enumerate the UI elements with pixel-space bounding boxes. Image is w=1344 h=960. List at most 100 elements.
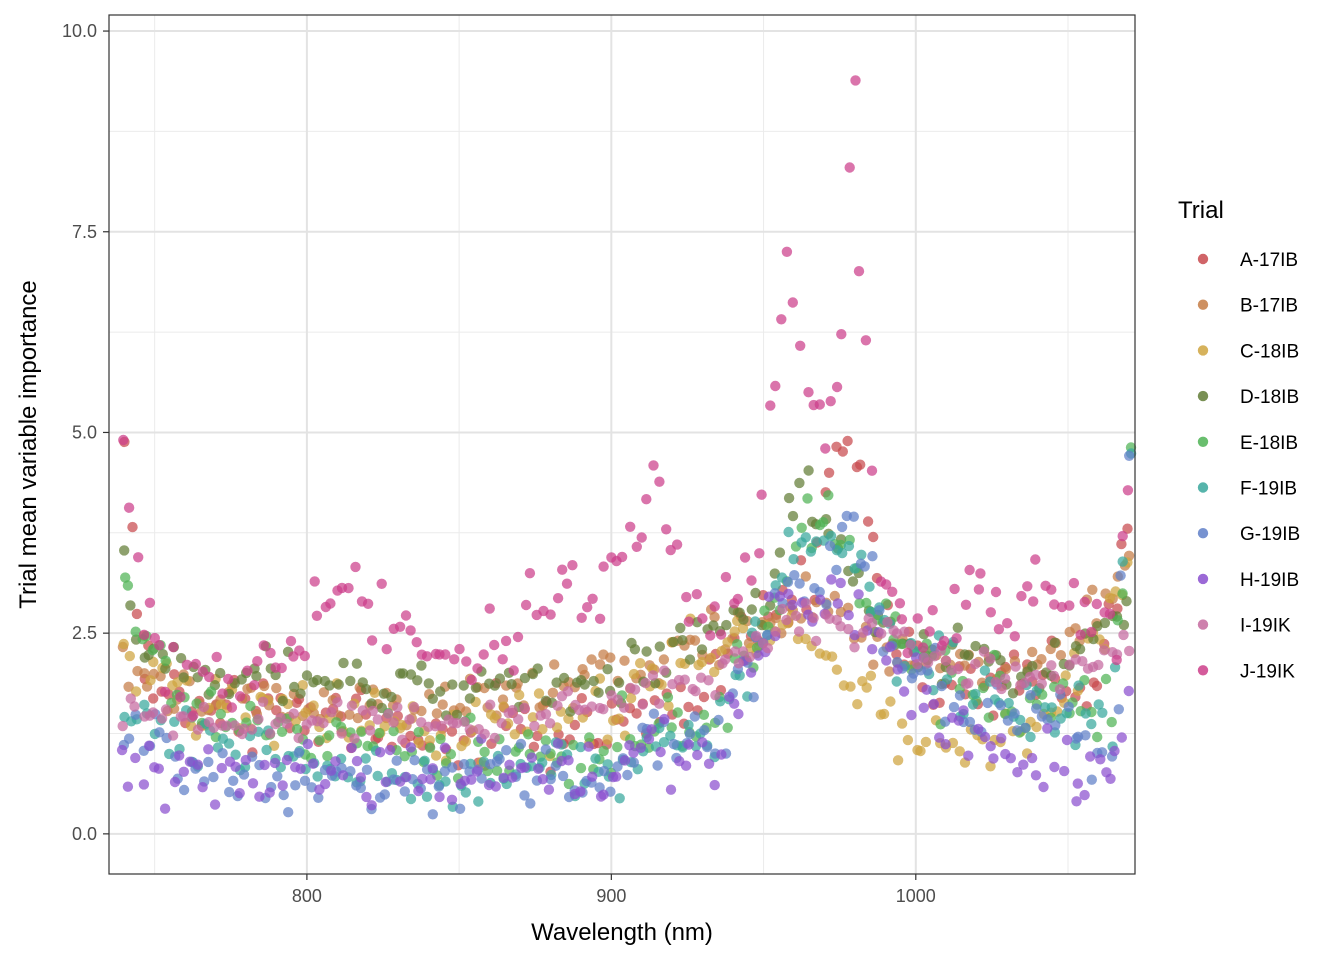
data-point <box>357 705 368 716</box>
data-point <box>770 580 781 591</box>
data-point <box>498 772 509 783</box>
data-point <box>733 708 744 720</box>
data-point <box>1093 699 1104 710</box>
data-point <box>125 600 136 611</box>
legend-item-C-18IB: C-18IB <box>1197 341 1299 362</box>
data-point <box>159 686 171 697</box>
data-point <box>954 746 965 757</box>
data-point <box>647 670 659 681</box>
data-point <box>927 605 938 616</box>
data-point <box>230 761 241 772</box>
data-point <box>787 599 798 611</box>
data-point <box>794 477 805 489</box>
data-point <box>668 738 679 750</box>
data-point <box>485 699 496 710</box>
data-point <box>423 678 434 689</box>
data-point <box>1111 654 1122 666</box>
data-point <box>605 652 616 663</box>
data-point <box>967 699 979 710</box>
data-point <box>868 531 879 543</box>
data-point <box>1018 759 1029 770</box>
data-point <box>326 765 337 776</box>
data-point <box>478 649 489 660</box>
data-point <box>439 742 451 753</box>
data-point <box>732 593 743 605</box>
data-point <box>168 641 179 653</box>
data-point <box>1049 761 1060 773</box>
data-point <box>408 701 420 713</box>
data-point <box>563 755 574 766</box>
data-point <box>1042 723 1053 734</box>
series-I-19IK <box>117 598 1135 745</box>
legend-marker <box>1197 619 1209 630</box>
data-point <box>865 670 877 681</box>
data-point <box>479 746 490 758</box>
data-point <box>691 589 702 600</box>
data-point <box>1123 685 1135 697</box>
y-tick-label: 2.5 <box>72 623 97 643</box>
data-point <box>859 561 870 572</box>
data-point <box>1038 781 1049 793</box>
data-point <box>545 609 556 620</box>
data-point <box>637 699 648 710</box>
data-point <box>978 646 990 657</box>
data-point <box>951 633 962 644</box>
data-point <box>625 521 636 532</box>
data-point <box>628 747 639 758</box>
data-point <box>652 760 663 771</box>
data-point <box>922 665 933 676</box>
data-point <box>1050 720 1061 731</box>
data-point <box>810 635 822 647</box>
y-tick-label: 10.0 <box>62 21 97 41</box>
data-point <box>844 162 855 173</box>
data-point <box>631 708 642 719</box>
data-point <box>397 668 409 679</box>
data-point <box>884 666 895 677</box>
data-point <box>234 691 246 702</box>
data-point <box>843 610 854 621</box>
data-point <box>122 580 134 591</box>
data-point <box>118 638 129 650</box>
data-point <box>484 603 495 614</box>
data-point <box>837 547 848 559</box>
data-point <box>352 712 364 724</box>
legend-item-A-17IB: A-17IB <box>1197 250 1298 271</box>
data-point <box>1010 661 1021 672</box>
data-point <box>133 552 144 563</box>
data-point <box>762 629 773 640</box>
data-point <box>1124 450 1135 461</box>
data-point <box>435 686 446 697</box>
data-point <box>437 699 448 710</box>
data-point <box>1061 734 1073 746</box>
data-point <box>148 693 159 704</box>
data-point <box>245 700 256 712</box>
data-point <box>641 494 652 505</box>
data-point <box>861 682 872 693</box>
data-point <box>720 654 731 665</box>
data-point <box>360 683 372 695</box>
x-tick-label: 1000 <box>896 886 936 906</box>
data-point <box>683 739 694 750</box>
data-point <box>547 687 559 698</box>
data-point <box>224 786 235 798</box>
data-point <box>759 605 770 616</box>
data-point <box>1002 618 1013 629</box>
data-point <box>211 651 222 663</box>
data-point <box>139 668 150 679</box>
legend-label: D-18IB <box>1240 387 1299 408</box>
data-point <box>228 775 239 786</box>
data-point <box>583 741 594 752</box>
data-point <box>675 622 686 634</box>
data-point <box>253 713 264 725</box>
data-point <box>612 694 624 705</box>
data-point <box>388 725 399 737</box>
data-point <box>405 793 417 805</box>
data-point <box>494 753 505 765</box>
data-point <box>203 744 214 755</box>
data-point <box>970 640 981 652</box>
data-point <box>709 666 720 678</box>
data-point <box>143 740 155 751</box>
data-point <box>288 708 299 719</box>
data-point <box>953 715 964 726</box>
data-point <box>277 780 288 791</box>
